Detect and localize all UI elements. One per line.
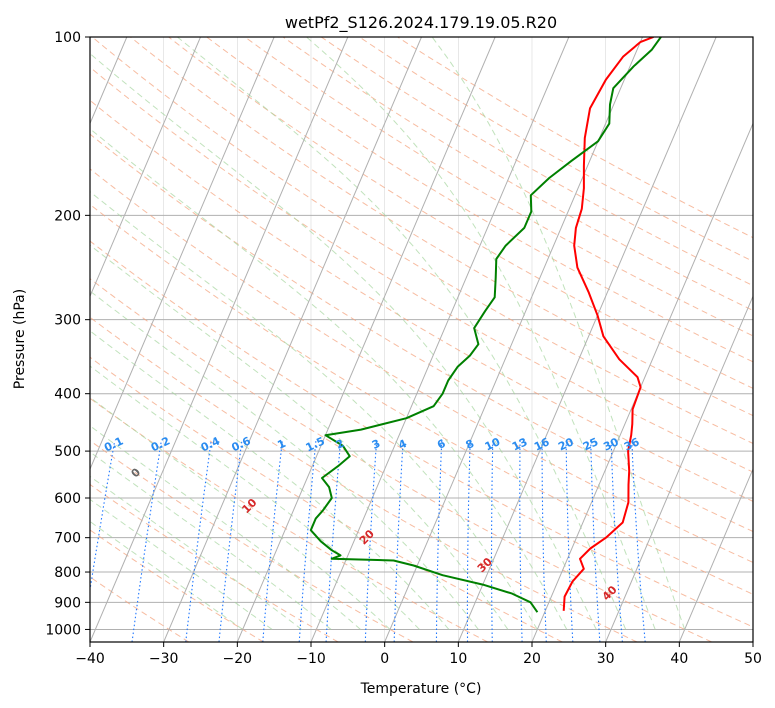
dry-adiabat-line — [90, 133, 753, 533]
dry-adiabat-line — [90, 483, 339, 642]
x-tick-label: 0 — [380, 651, 389, 667]
isotherm-line — [163, 37, 422, 642]
mixing-ratio-line — [519, 440, 523, 642]
moist-adiabat-line — [90, 498, 273, 630]
isotherm-line — [678, 467, 753, 642]
x-tick-label: 30 — [597, 651, 615, 667]
x-tick-label: −30 — [149, 651, 179, 667]
dry-adiabat-line — [130, 37, 753, 417]
x-tick-label: 50 — [744, 651, 762, 667]
y-tick-label: 600 — [54, 491, 81, 507]
moist-adiabat-line — [306, 37, 656, 630]
moist-adiabat-line — [90, 244, 509, 630]
vertical-gridlines — [90, 37, 753, 642]
y-tick-label: 300 — [54, 313, 81, 329]
dry-adiabat-line — [90, 440, 414, 642]
plot-frame — [89, 36, 754, 643]
isotherm-line — [605, 295, 753, 642]
moist-adiabat-line — [90, 520, 243, 630]
mixing-ratio-label: 30 — [601, 435, 621, 453]
mixing-ratio-line — [590, 440, 601, 642]
y-axis-ticks: 100 200 300 400 500 600 700 800 900 1000 — [45, 30, 90, 638]
mixing-ratio-lines — [90, 440, 646, 642]
x-tick-label: −40 — [75, 651, 105, 667]
x-tick-label: 10 — [449, 651, 467, 667]
mixing-ratio-line — [218, 440, 243, 642]
x-axis-label: Temperature (°C) — [360, 681, 482, 697]
y-tick-label: 200 — [54, 208, 81, 224]
y-tick-label: 700 — [54, 531, 81, 547]
isotherm-line — [310, 37, 570, 642]
isotherm-line — [90, 37, 201, 298]
moist-adiabat-line — [90, 52, 597, 630]
mixing-ratio-line — [466, 440, 471, 642]
y-tick-label: 500 — [54, 444, 81, 460]
mixing-ratio-label: 10 — [483, 435, 503, 453]
isotherm-line — [236, 37, 496, 642]
isotherm-line — [90, 37, 349, 642]
mixing-ratio-line — [541, 440, 547, 642]
moist-adiabat-line — [90, 330, 450, 630]
mixing-ratio-line — [262, 440, 283, 642]
mixing-ratio-label: 13 — [510, 435, 529, 453]
mixing-ratio-line — [610, 440, 623, 642]
x-tick-label: −10 — [296, 651, 326, 667]
y-tick-label: 400 — [54, 387, 81, 403]
moist-adiabat-line — [431, 37, 686, 630]
moist-adiabat-line — [90, 396, 391, 630]
y-axis-label: Pressure (hPa) — [12, 289, 28, 389]
mixing-ratio-line — [435, 440, 443, 642]
horizontal-gridlines — [90, 37, 753, 630]
dry-adiabat-line — [90, 203, 753, 595]
mixing-ratio-label: 36 — [622, 435, 642, 453]
mixing-ratio-line — [90, 440, 116, 594]
mixing-ratio-line — [325, 440, 342, 642]
mixing-ratio-line — [185, 440, 212, 642]
isotherm-line — [90, 37, 275, 471]
dry-adiabat-line — [90, 316, 638, 642]
dry-adiabat-line — [168, 37, 753, 389]
dry-adiabat-line — [90, 240, 753, 628]
x-tick-label: 40 — [670, 651, 688, 667]
dry-adiabat-line — [90, 356, 563, 642]
mixing-ratio-line — [490, 440, 494, 642]
dry-adiabat-line — [90, 168, 753, 563]
y-tick-label: 900 — [54, 595, 81, 611]
mixing-ratio-label: 25 — [581, 435, 600, 453]
y-tick-label: 100 — [54, 30, 81, 46]
dry-adiabat-line — [206, 37, 753, 363]
x-tick-label: 20 — [523, 651, 541, 667]
mixing-ratio-line — [565, 440, 574, 642]
x-axis-ticks: −40 −30 −20 −10 0 10 20 30 40 50 — [75, 642, 762, 667]
moist-adiabat-line — [90, 425, 361, 630]
mixing-ratio-line — [364, 440, 378, 642]
profile-series — [309, 37, 662, 613]
mixing-ratio-line — [393, 440, 404, 642]
dry-adiabat-line — [90, 66, 753, 473]
mixing-ratio-label: 16 — [532, 435, 552, 453]
y-tick-label: 1000 — [45, 622, 81, 638]
mixing-ratio-line — [631, 440, 646, 642]
y-tick-label: 800 — [54, 565, 81, 581]
mixing-ratio-line — [131, 440, 162, 642]
dry-adiabat-line — [91, 37, 753, 444]
x-tick-label: −20 — [223, 651, 253, 667]
mixing-ratio-label: 20 — [556, 435, 576, 453]
plot-area: -100-90-80-70-60-50-40-30-20-10010203040… — [90, 37, 753, 642]
moist-adiabat-line — [90, 128, 568, 630]
dewpoint-line — [309, 37, 662, 613]
chart-title: wetPf2_S126.2024.179.19.05.R20 — [285, 13, 557, 33]
mixing-ratio-line — [298, 440, 317, 642]
moist-adiabat-line — [90, 290, 479, 630]
skewed-isotherms — [90, 37, 753, 642]
isotherm-line — [531, 122, 753, 642]
moist-adiabats — [90, 37, 686, 630]
moist-adiabat-line — [177, 37, 627, 630]
temperature-line — [562, 37, 654, 611]
isotherm-line — [457, 37, 717, 642]
